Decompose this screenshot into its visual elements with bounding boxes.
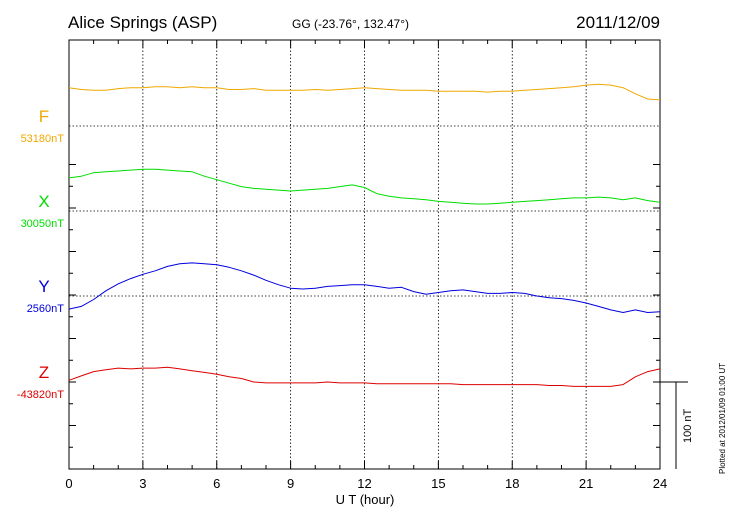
- x-tick-label: 21: [579, 476, 593, 491]
- tick-marks: [68, 40, 661, 469]
- scale-bar: 100 nT: [660, 381, 694, 469]
- series-line-f: [68, 83, 661, 101]
- x-tick-label: 3: [139, 476, 146, 491]
- series-labels: F 53180nT X 30050nT Y 2560nT Z -43820nT: [17, 107, 64, 401]
- series-group: [68, 83, 661, 387]
- x-tick-labels: 0 3 6 9 12 15 18 21 24: [65, 476, 667, 491]
- x-tick-label: 12: [357, 476, 371, 491]
- station-coords: GG (-23.76°, 132.47°): [292, 17, 409, 31]
- x-tick-label: 15: [431, 476, 445, 491]
- series-baseline-z: -43820nT: [17, 389, 64, 401]
- grid-lines: [69, 40, 660, 469]
- series-baseline-f: 53180nT: [21, 133, 65, 145]
- series-baseline-x: 30050nT: [21, 218, 65, 230]
- x-tick-label: 0: [65, 476, 72, 491]
- series-line-y: [68, 262, 661, 313]
- x-axis-label: U T (hour): [336, 492, 395, 507]
- station-title: Alice Springs (ASP): [68, 13, 217, 32]
- series-name-y: Y: [38, 277, 49, 296]
- scale-bar-label: 100 nT: [682, 408, 694, 443]
- x-tick-label: 6: [213, 476, 220, 491]
- series-name-z: Z: [39, 363, 49, 382]
- series-name-f: F: [39, 107, 49, 126]
- x-tick-label: 18: [505, 476, 519, 491]
- series-name-x: X: [38, 192, 49, 211]
- series-line-z: [68, 366, 661, 387]
- series-baseline-y: 2560nT: [27, 303, 65, 315]
- x-tick-label: 9: [287, 476, 294, 491]
- plotted-at-note: Plotted at 2012/01/09 01:00 UT: [718, 363, 727, 474]
- date-label: 2011/12/09: [576, 13, 660, 32]
- series-line-x: [68, 168, 661, 205]
- x-tick-label: 24: [653, 476, 667, 491]
